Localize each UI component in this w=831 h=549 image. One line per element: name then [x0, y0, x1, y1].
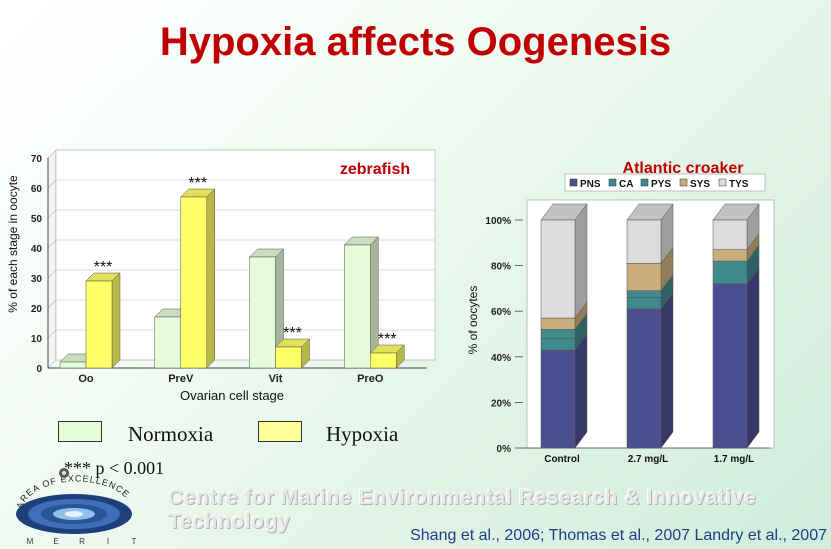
- croaker-category-labels: Control 2.7 mg/L 1.7 mg/L: [544, 454, 754, 465]
- zebrafish-significance-marker: ***: [188, 175, 207, 192]
- croaker-category-label: 2.7 mg/L: [628, 454, 669, 465]
- zebrafish-category-labels: Oo PreV Vit PreO: [78, 373, 383, 385]
- croaker-category-label: Control: [544, 454, 580, 465]
- croaker-legend-label: SYS: [690, 179, 710, 190]
- logo-letter: T: [132, 537, 137, 546]
- croaker-legend-swatch: [569, 178, 578, 187]
- zebrafish-category-label: Oo: [78, 373, 94, 385]
- croaker-legend-swatch: [718, 178, 727, 187]
- zebrafish-y-tick-label: 50: [31, 214, 43, 225]
- logo-letter: M: [27, 537, 34, 546]
- croaker-legend-label: PNS: [580, 179, 601, 190]
- croaker-legend-label: TYS: [729, 179, 749, 190]
- croaker-y-tick-label: 80%: [491, 262, 511, 273]
- zebrafish-bar: [85, 272, 121, 369]
- croaker-tick-labels: 0% 20% 40% 60% 80% 100%: [485, 216, 511, 455]
- croaker-y-tick-label: 0%: [497, 444, 512, 455]
- zebrafish-gridline-side: [47, 329, 57, 339]
- croaker-y-tick-label: 40%: [491, 353, 511, 364]
- croaker-bar-segment: [712, 203, 760, 251]
- croaker-legend-label: PYS: [651, 179, 671, 190]
- zebrafish-y-tick-label: 10: [31, 334, 43, 345]
- zebrafish-gridline-side: [47, 299, 57, 309]
- zebrafish-gridline-side: [47, 149, 57, 159]
- zebrafish-title: zebrafish: [340, 161, 410, 178]
- hypoxia-legend-swatch: [258, 421, 302, 442]
- zebrafish-significance-marker: ***: [283, 325, 302, 342]
- croaker-legend-label: CA: [619, 179, 633, 190]
- centre-banner-text: Centre for Marine Environmental Research…: [168, 486, 757, 533]
- croaker-bar-segment: [626, 203, 674, 265]
- croaker-category-label: 1.7 mg/L: [714, 454, 755, 465]
- croaker-y-tick-label: 20%: [491, 398, 511, 409]
- zebrafish-bars: [59, 188, 405, 369]
- zebrafish-gridline-side: [47, 209, 57, 219]
- zebrafish-significance-marker: ***: [378, 331, 397, 348]
- zebrafish-y-tick-label: 0: [36, 364, 42, 375]
- croaker-legend: PNS CA PYS SYS TYS: [569, 178, 749, 190]
- zebrafish-y-tick-label: 30: [31, 274, 43, 285]
- croaker-legend-swatch: [608, 178, 617, 187]
- croaker-bar-segment: [626, 292, 674, 449]
- zebrafish-y-tick-label: 20: [31, 304, 43, 315]
- zebrafish-bar: [369, 344, 405, 369]
- croaker-legend-frame: [564, 173, 766, 192]
- hypoxia-legend-label: Hypoxia: [326, 422, 399, 446]
- zebrafish-gridline-side: [47, 359, 57, 369]
- zebrafish-xlabel: Ovarian cell stage: [180, 388, 284, 403]
- croaker-bars: [540, 203, 760, 449]
- croaker-bar-segment: [540, 333, 588, 449]
- slide-title: Hypoxia affects Oogenesis: [159, 20, 672, 64]
- logo-letter: E: [53, 537, 58, 546]
- logo-letter: I: [107, 537, 109, 546]
- zebrafish-y-tick-label: 60: [31, 184, 43, 195]
- croaker-legend-swatch: [640, 178, 649, 187]
- zebrafish-category-label: Vit: [269, 373, 283, 385]
- zebrafish-significance-marker: ***: [94, 259, 113, 276]
- zebrafish-y-tick-label: 70: [31, 154, 43, 165]
- croaker-title: Atlantic croaker: [623, 160, 744, 177]
- zebrafish-ylabel: % of each stage in oocyte: [6, 175, 20, 313]
- croaker-bar-segment: [712, 267, 760, 449]
- zebrafish-category-label: PreV: [168, 373, 194, 385]
- significance-note: *** p < 0.001: [64, 458, 165, 478]
- croaker-y-tick-label: 60%: [491, 307, 511, 318]
- logo-letter: R: [79, 537, 85, 546]
- croaker-y-tick-label: 100%: [485, 216, 511, 227]
- zebrafish-gridline-side: [47, 269, 57, 279]
- zebrafish-gridline-side: [47, 239, 57, 249]
- zebrafish-category-label: PreO: [357, 373, 384, 385]
- croaker-legend-swatch: [679, 178, 688, 187]
- croaker-bar-segment: [540, 203, 588, 319]
- zebrafish-bar: [274, 338, 311, 369]
- zebrafish-y-tick-label: 40: [31, 244, 43, 255]
- zebrafish-gridline-side: [47, 179, 57, 189]
- normoxia-legend-label: Normoxia: [128, 422, 214, 446]
- citation: Shang et al., 2006; Thomas et al., 2007 …: [410, 527, 827, 544]
- normoxia-legend-swatch: [58, 421, 102, 442]
- zebrafish-annotations: *** *** *** ***: [94, 175, 397, 348]
- zebrafish-tick-labels: 0 10 20 30 40 50 60 70: [31, 154, 43, 375]
- zebrafish-bar: [248, 248, 285, 369]
- zebrafish-bar: [180, 188, 216, 369]
- croaker-ylabel: % of oocytes: [466, 286, 480, 355]
